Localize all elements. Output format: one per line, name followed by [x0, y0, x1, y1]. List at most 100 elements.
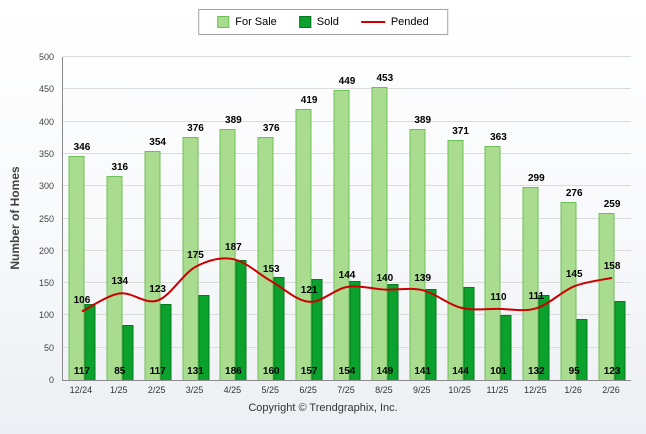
bar-group: [517, 57, 555, 380]
x-tick-label: 8/25: [375, 385, 393, 395]
for-sale-bar: [219, 128, 236, 380]
bar-pair: [257, 137, 285, 380]
y-tick-label: 150: [38, 278, 54, 289]
sold-bar: [463, 286, 475, 380]
for-sale-bar: [484, 145, 501, 380]
for-sale-swatch-icon: [217, 16, 230, 28]
bar-group: [480, 57, 518, 380]
for-sale-bar: [409, 128, 426, 380]
x-tick-label: 10/25: [448, 385, 471, 395]
bar-pair: [598, 212, 626, 380]
for-sale-bar: [560, 201, 577, 380]
sold-bar: [500, 314, 512, 380]
bar-group: [252, 57, 290, 380]
y-tick-label: 100: [38, 310, 54, 321]
bar-pair: [371, 87, 399, 380]
sold-bar: [160, 304, 172, 380]
sold-bar: [122, 325, 134, 380]
for-sale-bar: [447, 140, 464, 380]
y-tick-label: 250: [38, 213, 54, 224]
x-tick-label: 1/25: [110, 385, 128, 395]
bar-group: [555, 57, 593, 380]
sold-bar: [387, 283, 399, 380]
x-tick-label: 2/25: [147, 385, 166, 395]
legend-item-sold: Sold: [298, 16, 339, 28]
y-tick-label: 200: [38, 245, 54, 256]
bar-group: [214, 57, 252, 380]
bar-pair: [409, 128, 437, 380]
bar-group: [101, 57, 139, 380]
y-tick-label: 50: [43, 342, 54, 353]
y-axis-title: Number of Homes: [8, 166, 22, 270]
bar-group: [404, 57, 442, 380]
gridline: [63, 88, 631, 90]
x-tick-label: 5/25: [261, 385, 280, 395]
for-sale-bar: [295, 109, 312, 380]
sold-bar: [425, 288, 437, 380]
legend-label-sold: Sold: [316, 16, 339, 28]
sold-bar: [84, 304, 96, 380]
for-sale-bar: [257, 137, 274, 380]
x-tick-label: 3/25: [185, 385, 204, 395]
for-sale-bar: [182, 137, 199, 380]
x-tick-label: 2/26: [602, 385, 620, 395]
for-sale-bar: [106, 175, 123, 380]
plot-area: 346 117 106 316 85 134 354 117 123 376 131 175 389 18…: [62, 56, 631, 381]
legend: For Sale Sold Pended: [198, 9, 448, 35]
bar-pair: [560, 201, 588, 380]
bar-pair: [447, 140, 475, 380]
bar-group: [442, 57, 480, 380]
legend-item-pended: Pended: [360, 16, 429, 28]
x-tick-label: 4/25: [223, 385, 242, 395]
x-tick-label: 6/25: [299, 385, 317, 395]
bar-pair: [144, 151, 172, 380]
bar-group: [366, 57, 404, 380]
y-tick-label: 450: [38, 84, 54, 95]
y-tick-label: 500: [38, 52, 54, 62]
copyright: Copyright © Trendgraphix, Inc.: [248, 402, 398, 414]
bar-pair: [484, 145, 512, 380]
bar-pair: [182, 137, 210, 380]
y-tick-label: 0: [48, 375, 54, 385]
bar-pair: [219, 128, 247, 380]
bar-pair: [68, 156, 96, 380]
bars-layer: [63, 57, 631, 380]
x-tick-label: 7/25: [337, 385, 355, 395]
for-sale-bar: [371, 87, 388, 380]
bar-group: [139, 57, 177, 380]
sold-bar: [576, 318, 588, 380]
y-tick-label: 400: [38, 116, 54, 127]
sold-bar: [311, 278, 323, 380]
legend-item-for-sale: For Sale: [217, 16, 277, 28]
for-sale-bar: [522, 186, 539, 380]
bar-group: [328, 57, 366, 380]
for-sale-bar: [598, 212, 615, 380]
legend-label-for-sale: For Sale: [235, 16, 277, 28]
sold-bar: [614, 300, 626, 380]
for-sale-bar: [333, 89, 350, 380]
gridline: [63, 56, 631, 57]
bar-group: [63, 57, 101, 380]
bar-group: [593, 57, 631, 380]
sold-bar: [538, 294, 550, 380]
y-axis-ticks: 0 50 100 150 200 250 300 350 400 450 500: [26, 52, 58, 385]
for-sale-bar: [144, 151, 161, 380]
sold-bar: [198, 295, 210, 380]
x-axis-labels: 12/24 1/25 2/25 3/25 4/25 5/25 6/25 7/25 8/25 9/2…: [62, 385, 630, 399]
bar-pair: [333, 89, 361, 380]
bar-group: [177, 57, 215, 380]
bar-pair: [522, 186, 550, 380]
y-tick-label: 350: [38, 148, 54, 159]
legend-label-pended: Pended: [390, 16, 429, 28]
sold-bar: [235, 259, 247, 380]
pended-swatch-icon: [360, 21, 385, 23]
y-tick-label: 300: [38, 181, 54, 192]
sold-bar: [349, 280, 361, 380]
bar-pair: [106, 175, 134, 380]
sold-bar: [273, 276, 285, 380]
x-tick-label: 11/25: [486, 385, 509, 395]
x-tick-label: 9/25: [412, 385, 431, 395]
x-tick-label: 1/26: [564, 385, 582, 395]
bar-group: [290, 57, 328, 380]
